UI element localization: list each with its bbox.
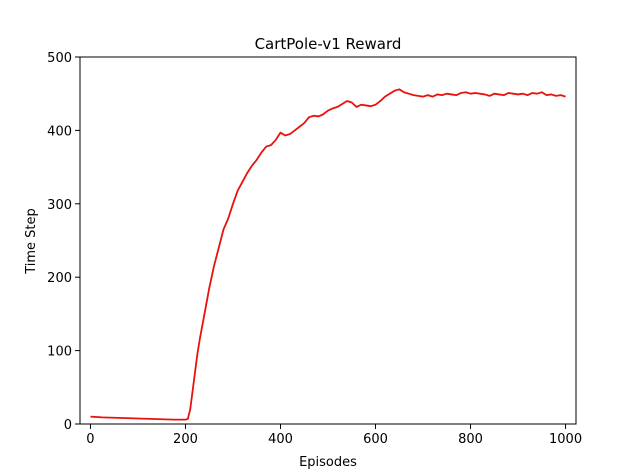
y-axis: 0 100 200 300 400 500	[47, 51, 80, 433]
plot-frame	[79, 56, 577, 425]
y-tick-label: 100	[47, 345, 72, 360]
x-tick-label: 400	[268, 432, 293, 447]
y-tick-label: 500	[47, 51, 72, 66]
series-line-0	[90, 88, 566, 421]
y-tick-label: 200	[47, 271, 72, 286]
y-tick-label: 300	[47, 198, 72, 213]
x-axis-label: Episodes	[299, 455, 357, 470]
x-tick-label: 800	[458, 432, 483, 447]
x-tick-label: 0	[86, 432, 94, 447]
y-axis-label: Time Step	[24, 208, 39, 275]
chart-title: CartPole-v1 Reward	[255, 35, 402, 53]
x-tick-label: 1000	[549, 432, 582, 447]
y-tick-label: 400	[47, 124, 72, 139]
x-tick-label: 200	[173, 432, 198, 447]
x-axis: 0 200 400 600 800 1000	[86, 424, 582, 447]
plot-area	[90, 88, 566, 421]
y-tick-label: 0	[64, 418, 72, 433]
x-tick-label: 600	[363, 432, 388, 447]
